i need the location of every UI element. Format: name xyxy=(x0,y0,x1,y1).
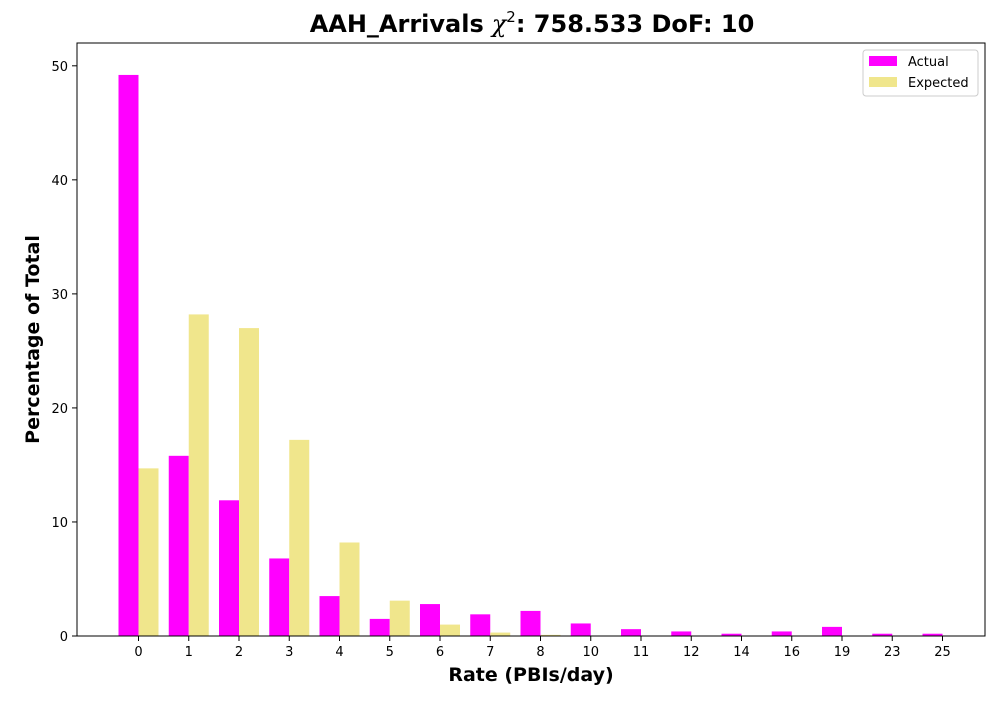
x-tick-label: 3 xyxy=(285,645,293,660)
y-tick-label: 20 xyxy=(51,402,68,417)
bar-expected-2 xyxy=(239,328,259,636)
x-tick-label: 2 xyxy=(235,645,243,660)
x-tick-label: 25 xyxy=(934,645,951,660)
bar-actual-6 xyxy=(420,604,440,636)
legend: Actual Expected xyxy=(862,49,979,97)
x-tick-label: 10 xyxy=(582,645,599,660)
legend-label-expected: Expected xyxy=(908,76,969,91)
x-tick-label: 8 xyxy=(536,645,544,660)
x-tick-label: 0 xyxy=(134,645,142,660)
bar-actual-2 xyxy=(219,500,239,636)
x-tick-label: 7 xyxy=(486,645,494,660)
y-axis-label: Percentage of Total xyxy=(22,235,44,444)
y-tick-label: 0 xyxy=(60,630,68,645)
y-tick-label: 50 xyxy=(51,60,68,75)
bar-expected-1 xyxy=(188,314,209,636)
bars-layer xyxy=(118,74,943,636)
bar-actual-7 xyxy=(470,614,491,636)
y-tick-label: 10 xyxy=(51,516,68,531)
chart-title-stat: : 758.533 DoF: 10 xyxy=(516,10,754,38)
bar-expected-8 xyxy=(540,634,561,636)
x-tick-label: 6 xyxy=(436,645,444,660)
bar-actual-14 xyxy=(721,633,742,636)
bar-actual-3 xyxy=(269,558,290,636)
x-tick-label: 4 xyxy=(335,645,343,660)
x-tick-label: 14 xyxy=(733,645,750,660)
chi-symbol: χ xyxy=(490,10,508,38)
bar-expected-0 xyxy=(138,468,159,636)
bar-actual-11 xyxy=(621,629,641,636)
x-axis-ticks: 0 1 2 3 4 5 6 7 8 10 11 12 14 16 19 23 25 xyxy=(134,636,951,660)
plot-frame xyxy=(76,42,986,637)
bar-actual-5 xyxy=(369,618,390,636)
y-tick-label: 30 xyxy=(51,288,68,303)
bar-actual-19 xyxy=(822,626,842,636)
bar-actual-8 xyxy=(520,610,541,636)
x-tick-label: 19 xyxy=(834,645,851,660)
x-tick-label: 16 xyxy=(783,645,800,660)
bar-actual-23 xyxy=(872,633,893,636)
x-tick-label: 1 xyxy=(185,645,193,660)
bar-actual-0 xyxy=(118,74,139,636)
bar-actual-10 xyxy=(570,623,591,636)
legend-swatch-expected xyxy=(869,77,897,87)
bar-actual-25 xyxy=(922,633,943,636)
x-tick-label: 5 xyxy=(386,645,394,660)
x-tick-label: 23 xyxy=(884,645,901,660)
bar-actual-1 xyxy=(168,455,189,636)
chi-superscript: 2 xyxy=(506,8,516,26)
x-tick-label: 12 xyxy=(683,645,700,660)
legend-swatch-actual xyxy=(869,56,897,66)
bar-expected-3 xyxy=(289,439,310,636)
y-axis-ticks: 0 10 20 30 40 50 xyxy=(51,60,77,645)
legend-label-actual: Actual xyxy=(908,55,949,70)
y-tick-label: 40 xyxy=(51,174,68,189)
chart-title-name: AAH_Arrivals xyxy=(310,10,484,38)
chart-title: AAH_Arrivals χ2: 758.533 DoF: 10 xyxy=(310,8,755,38)
bar-expected-6 xyxy=(440,624,460,636)
bar-actual-4 xyxy=(319,596,340,636)
bar-expected-5 xyxy=(389,600,410,636)
bar-actual-16 xyxy=(771,631,792,636)
bar-expected-4 xyxy=(339,542,360,636)
x-axis-label: Rate (PBIs/day) xyxy=(448,664,613,686)
x-tick-label: 11 xyxy=(633,645,650,660)
bar-actual-12 xyxy=(671,631,692,636)
bar-expected-7 xyxy=(490,632,511,636)
